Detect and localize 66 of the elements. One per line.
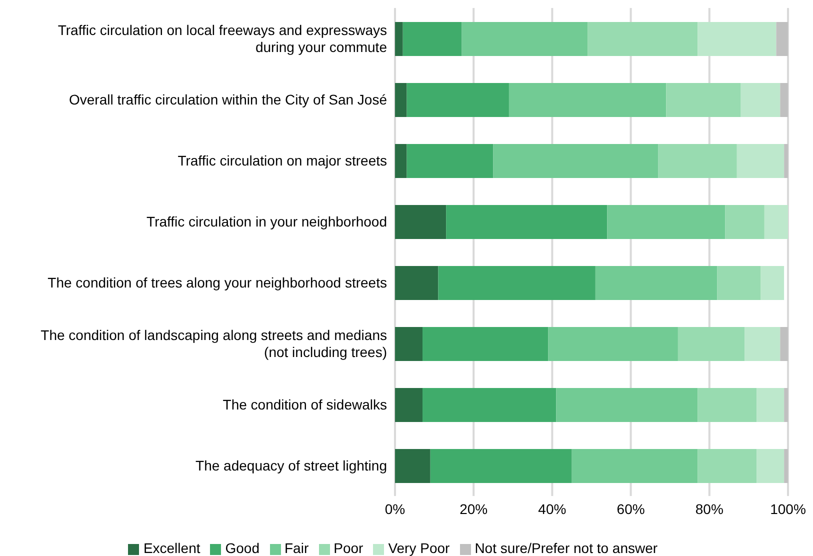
bar bbox=[556, 388, 698, 422]
bar bbox=[422, 388, 556, 422]
bar bbox=[744, 327, 780, 361]
bar bbox=[764, 205, 788, 239]
bar bbox=[736, 144, 784, 178]
legend-label: Fair bbox=[284, 540, 309, 556]
bar bbox=[430, 449, 572, 483]
x-tick-label: 20% bbox=[460, 500, 488, 517]
bar bbox=[698, 388, 757, 422]
bar bbox=[784, 388, 788, 422]
bar bbox=[572, 449, 698, 483]
bar bbox=[756, 388, 784, 422]
x-tick-label: 60% bbox=[616, 500, 645, 517]
bar bbox=[395, 22, 403, 56]
bar bbox=[698, 449, 757, 483]
x-tick-label: 40% bbox=[538, 500, 566, 517]
x-tick-label: 0% bbox=[384, 500, 406, 517]
bar bbox=[395, 205, 446, 239]
bar bbox=[780, 83, 788, 117]
y-tick-label: Traffic circulation on major streets bbox=[178, 152, 387, 168]
legend-label: Excellent bbox=[143, 540, 200, 556]
bar bbox=[784, 449, 788, 483]
bar bbox=[402, 22, 462, 56]
bar bbox=[395, 144, 407, 178]
bar bbox=[462, 22, 588, 56]
y-tick-label: The adequacy of street lighting bbox=[196, 458, 387, 474]
x-tick-label: 100% bbox=[770, 500, 806, 517]
bar bbox=[725, 205, 764, 239]
bar bbox=[395, 83, 407, 117]
bar bbox=[446, 205, 608, 239]
bar bbox=[740, 83, 780, 117]
bar bbox=[422, 327, 548, 361]
y-tick-label: The condition of landscaping along streets and medians (not including trees) bbox=[40, 327, 387, 360]
bar bbox=[438, 266, 596, 300]
y-tick-label: The condition of sidewalks bbox=[222, 396, 387, 412]
bar bbox=[780, 327, 788, 361]
bar bbox=[607, 205, 726, 239]
bar bbox=[666, 83, 741, 117]
bar bbox=[395, 327, 423, 361]
y-tick-label: Traffic circulation in your neighborhood bbox=[146, 214, 387, 230]
bar bbox=[784, 144, 788, 178]
bar bbox=[508, 83, 666, 117]
bar bbox=[760, 266, 784, 300]
x-tick-label: 80% bbox=[695, 500, 724, 517]
bar bbox=[658, 144, 737, 178]
bar bbox=[756, 449, 784, 483]
y-tick-label: The condition of trees along your neighborhood streets bbox=[48, 274, 387, 290]
bar bbox=[698, 22, 776, 56]
bar bbox=[395, 266, 438, 300]
legend-label: Not sure/Prefer not to answer bbox=[474, 540, 658, 556]
bar bbox=[717, 266, 760, 300]
bar bbox=[776, 22, 788, 56]
bar bbox=[595, 266, 718, 300]
bar bbox=[406, 144, 494, 178]
bar bbox=[395, 449, 430, 483]
legend-label: Good bbox=[225, 540, 260, 556]
bar bbox=[548, 327, 678, 361]
bar bbox=[406, 83, 509, 117]
bar bbox=[493, 144, 658, 178]
y-tick-label: Traffic circulation on local freeways and expressways during your commute bbox=[58, 22, 388, 55]
bar bbox=[588, 22, 698, 56]
bar bbox=[395, 388, 423, 422]
y-tick-label: Overall traffic circulation within the City of San José bbox=[69, 92, 388, 108]
bar bbox=[678, 327, 745, 361]
legend-label: Very Poor bbox=[388, 540, 450, 556]
legend-label: Poor bbox=[334, 540, 364, 556]
